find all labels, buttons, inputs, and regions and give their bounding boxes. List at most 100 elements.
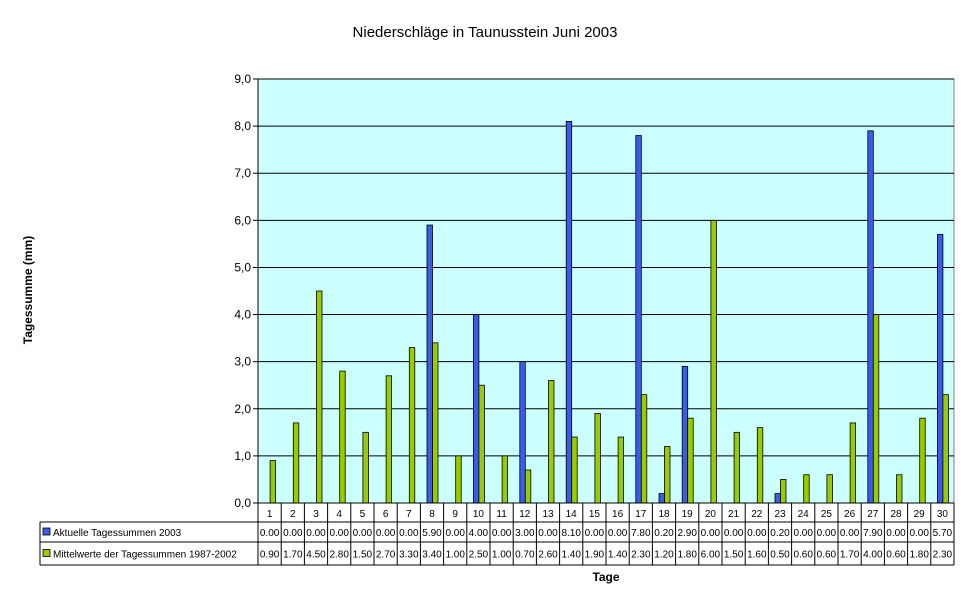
bar [408, 347, 416, 504]
y-tick-label: 7,0 [234, 166, 251, 180]
x-tick-label: 15 [589, 509, 601, 520]
data-label: 1.00 [492, 550, 512, 561]
data-label: 1.40 [608, 550, 628, 561]
y-tick-label: 1,0 [234, 449, 251, 463]
bar [774, 493, 781, 504]
bar [867, 130, 874, 504]
y-tick-label: 5,0 [234, 260, 251, 274]
bar [826, 474, 833, 504]
x-tick-label: 24 [798, 509, 810, 520]
x-tick-label: 8 [429, 509, 435, 520]
bar [849, 422, 856, 504]
data-label: 2.80 [329, 550, 349, 561]
data-label: 0.00 [399, 528, 419, 539]
bar [681, 365, 689, 504]
bar [362, 431, 369, 504]
data-label: 0.00 [886, 528, 906, 539]
y-tick-label: 8,0 [234, 119, 251, 133]
bar [733, 431, 740, 504]
x-axis-title: Tage [592, 570, 619, 584]
legend-swatch [42, 527, 51, 536]
bar [472, 314, 480, 504]
x-tick-label: 12 [519, 509, 531, 520]
bar [756, 427, 764, 504]
x-tick-label: 14 [566, 509, 578, 520]
data-label: 0.00 [283, 528, 303, 539]
bar [872, 314, 880, 504]
data-label: 1.60 [747, 550, 767, 561]
data-label: 0.00 [260, 528, 280, 539]
data-label: 0.00 [608, 528, 628, 539]
data-label: 3.00 [515, 528, 535, 539]
data-label: 2.30 [631, 550, 651, 561]
y-tick-label: 9,0 [234, 72, 251, 86]
data-label: 4.50 [306, 550, 326, 561]
x-tick-label: 29 [914, 509, 926, 520]
data-label: 0.00 [306, 528, 326, 539]
x-tick-label: 30 [937, 509, 949, 520]
bar [594, 413, 601, 504]
data-label: 1.50 [353, 550, 373, 561]
x-tick-label: 22 [751, 509, 763, 520]
data-label: 1.80 [677, 550, 697, 561]
x-tick-label: 27 [867, 509, 879, 520]
y-tick-label: 3,0 [234, 355, 251, 369]
data-label: 2.50 [469, 550, 489, 561]
data-label: 1.70 [283, 550, 303, 561]
plot-background [257, 78, 955, 504]
bar [635, 135, 642, 504]
y-tick-label: 2,0 [234, 402, 251, 416]
data-label: 2.70 [376, 550, 396, 561]
legend-label: Aktuelle Tagessummen 2003 [53, 528, 182, 539]
bar [426, 224, 433, 504]
data-label: 2.90 [677, 528, 697, 539]
bar [710, 219, 717, 504]
bar [617, 436, 624, 504]
plot-area: 0,0 1,0 2,0 3,0 4,0 5,0 6,0 7,0 8,0 9,0 [234, 72, 955, 510]
data-label: 0.00 [492, 528, 512, 539]
data-label: 0.00 [909, 528, 929, 539]
data-label: 0.00 [724, 528, 744, 539]
data-table: 1 2 3 4 5 6 7 8 9 10 11 12 13 14 15 16 17 18 19 20 21 22 23 24 2… [39, 502, 955, 566]
bar [664, 446, 671, 504]
bar [565, 121, 573, 504]
x-tick-label: 25 [821, 509, 833, 520]
data-label: 0.00 [817, 528, 837, 539]
x-tick-label: 9 [452, 509, 458, 520]
y-tick-label: 6,0 [234, 213, 251, 227]
data-label: 0.00 [701, 528, 721, 539]
bar [519, 361, 526, 504]
data-label: 0.00 [329, 528, 349, 539]
x-tick-label: 19 [682, 509, 694, 520]
data-label: 1.50 [724, 550, 744, 561]
data-label: 1.40 [561, 550, 581, 561]
data-label: 7.80 [631, 528, 651, 539]
data-label: 3.40 [422, 550, 442, 561]
x-tick-label: 10 [473, 509, 485, 520]
data-label: 1.00 [445, 550, 465, 561]
data-label: 3.30 [399, 550, 419, 561]
data-label: 4.00 [863, 550, 883, 561]
x-tick-label: 7 [406, 509, 412, 520]
y-tick-label: 4,0 [234, 308, 251, 322]
x-tick-label: 23 [774, 509, 786, 520]
y-axis-title: Tagessumme (mm) [21, 236, 35, 344]
data-label: 1.80 [909, 550, 929, 561]
bar [339, 370, 346, 504]
data-label: 0.50 [770, 550, 790, 561]
x-tick-label: 1 [267, 509, 273, 520]
bar [455, 455, 462, 504]
bar [548, 380, 555, 504]
data-label: 5.70 [933, 528, 953, 539]
data-label: 0.00 [538, 528, 558, 539]
data-label: 2.60 [538, 550, 558, 561]
x-tick-label: 17 [635, 509, 647, 520]
legend-label: Mittelwerte der Tagessummen 1987-2002 [53, 550, 237, 561]
y-tick-label: 0,0 [234, 496, 251, 510]
data-label: 2.30 [933, 550, 953, 561]
data-label: 0.00 [376, 528, 396, 539]
bar [919, 417, 926, 504]
x-tick-label: 28 [890, 509, 902, 520]
data-label: 0.00 [445, 528, 465, 539]
x-tick-label: 2 [290, 509, 296, 520]
